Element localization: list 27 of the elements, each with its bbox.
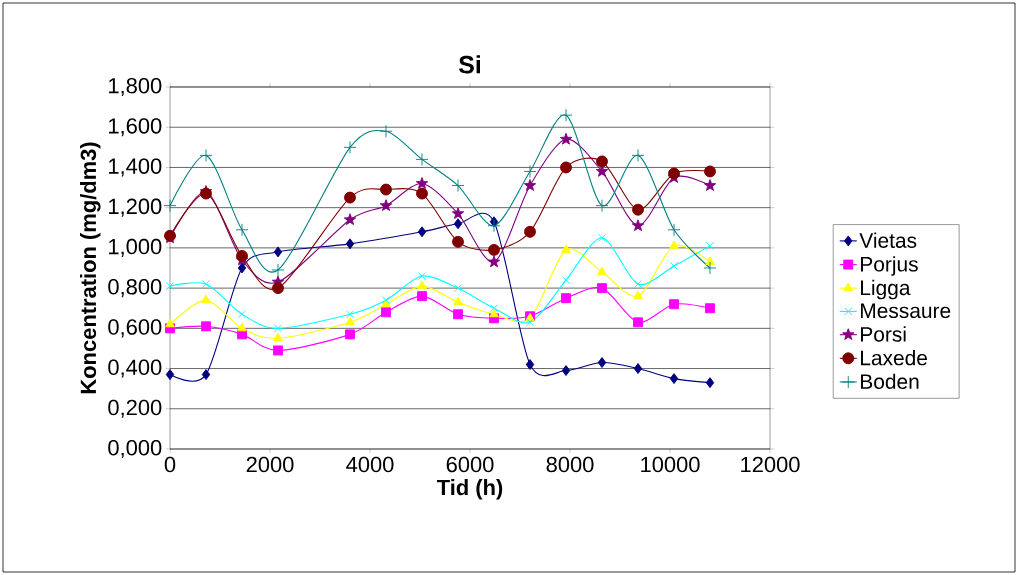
y-tick-label: 1,400 <box>109 158 162 177</box>
legend-label: Messaure <box>861 303 951 319</box>
x-tick-label: 6000 <box>446 456 494 473</box>
x-tick-label: 12000 <box>741 456 800 473</box>
chart-title: Si <box>458 55 481 74</box>
y-tick-label: 1,200 <box>109 198 162 217</box>
y-tick-label: 0,400 <box>108 359 162 378</box>
y-tick-label: 1,600 <box>109 118 162 137</box>
legend-label: Porjus <box>861 256 918 276</box>
x-tick-label: 4000 <box>346 456 394 473</box>
legend-label: Laxede <box>861 350 927 366</box>
legend-label: Boden <box>861 373 919 390</box>
y-tick-label: 1,000 <box>109 238 162 257</box>
y-tick-label: 0,800 <box>108 279 162 298</box>
y-tick-label: 0,600 <box>108 319 162 338</box>
legend-label: Porsi <box>861 326 906 342</box>
x-tick-label: 10000 <box>641 456 700 473</box>
x-axis-title: Tid (h) <box>436 479 503 500</box>
x-tick-label: 2000 <box>246 456 294 473</box>
x-tick-label: 0 <box>164 456 176 473</box>
x-tick-label: 8000 <box>546 456 594 473</box>
y-tick-label: 0,200 <box>108 399 162 418</box>
y-axis-title: Koncentration (mg/dm3) <box>80 142 101 394</box>
legend-label: Ligga <box>861 279 911 300</box>
legend-label: Vietas <box>859 232 917 248</box>
y-tick-label: 1,800 <box>109 77 162 97</box>
y-tick-label: 0,000 <box>108 439 162 459</box>
